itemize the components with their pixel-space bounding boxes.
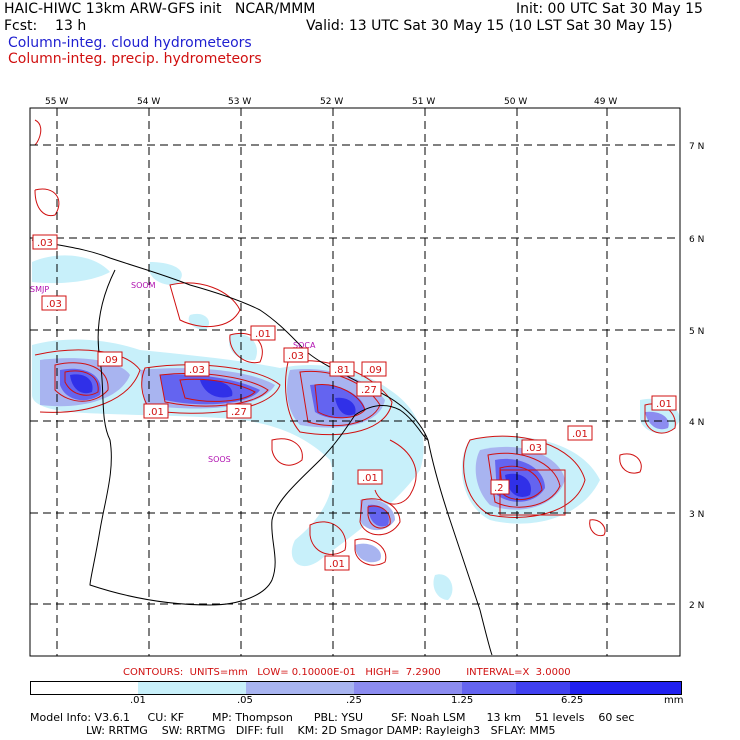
colorbar-tick: .01 <box>130 695 146 706</box>
lat-label: 6 N <box>689 235 704 245</box>
contour-label: .01 <box>572 429 588 440</box>
colorbar-segment <box>516 682 570 694</box>
contour-label: .27 <box>231 407 247 418</box>
lat-label: 5 N <box>689 327 704 337</box>
contour-label: .01 <box>656 399 672 410</box>
lon-label: 49 W <box>594 97 617 107</box>
station-label: SOOM <box>131 281 156 290</box>
contour-label: .03 <box>37 238 53 249</box>
contour-label: .27 <box>361 385 377 396</box>
colorbar-segment <box>246 682 354 694</box>
lon-label: 53 W <box>228 97 251 107</box>
field-cloud-label: Column-integ. cloud hydrometeors <box>8 35 252 51</box>
lat-label: 2 N <box>689 601 704 611</box>
contour-label: .09 <box>102 355 118 366</box>
contour-label: .09 <box>366 365 382 376</box>
lat-label: 4 N <box>689 418 704 428</box>
station-label: SOOS <box>208 455 231 464</box>
lat-label: 7 N <box>689 142 704 152</box>
lon-label: 52 W <box>320 97 343 107</box>
contour-label: .03 <box>46 299 62 310</box>
contours-info: CONTOURS: UNITS=mm LOW= 0.10000E-01 HIGH… <box>123 667 571 678</box>
colorbar-tick: 1.25 <box>451 695 474 706</box>
colorbar-segment <box>570 682 681 694</box>
colorbar-segment <box>31 682 138 694</box>
contour-label: .03 <box>526 443 542 454</box>
lat-label: 3 N <box>689 510 704 520</box>
colorbar-tick: .25 <box>346 695 362 706</box>
lon-labels: 55 W 54 W 53 W 52 W 51 W 50 W 49 W <box>45 97 617 107</box>
contour-label: .2 <box>494 483 504 494</box>
forecast-hour: Fcst: 13 h <box>4 18 87 34</box>
colorbar-tick: 6.25 <box>561 695 584 706</box>
contour-label: .81 <box>334 365 350 376</box>
title-line: HAIC-HIWC 13km ARW-GFS init NCAR/MMM <box>4 1 316 17</box>
contour-label: .03 <box>288 351 304 362</box>
contour-label: .01 <box>255 329 271 340</box>
field-precip-label: Column-integ. precip. hydrometeors <box>8 51 262 67</box>
colorbar-segment <box>354 682 462 694</box>
colorbar-tick: .05 <box>237 695 253 706</box>
station-label: SOCA <box>293 341 316 350</box>
station-labels: SMJP SOOM SOCA SOOS <box>30 281 316 464</box>
lon-label: 50 W <box>504 97 527 107</box>
lon-label: 55 W <box>45 97 68 107</box>
contour-label: .01 <box>148 407 164 418</box>
station-label: SMJP <box>30 285 49 294</box>
colorbar <box>30 681 682 695</box>
contour-label: .01 <box>329 559 345 570</box>
lat-labels: 7 N 6 N 5 N 4 N 3 N 2 N <box>689 142 704 611</box>
lon-label: 51 W <box>412 97 435 107</box>
colorbar-unit: mm <box>664 695 684 706</box>
plot-frame <box>29 107 681 657</box>
model-info-line1: Model Info: V3.6.1 CU: KF MP: Thompson P… <box>30 711 635 724</box>
lon-label: 54 W <box>137 97 160 107</box>
contour-value-labels: .03 .03 .09 .03 .01 .27 .01 .03 .81 .09 … <box>32 234 677 571</box>
contour-label: .03 <box>189 365 205 376</box>
colorbar-segment <box>138 682 246 694</box>
init-time: Init: 00 UTC Sat 30 May 15 <box>516 1 703 17</box>
model-info-line2: LW: RRTMG SW: RRTMG DIFF: full KM: 2D Sm… <box>30 724 556 737</box>
contour-label: .01 <box>362 473 378 484</box>
valid-time: Valid: 13 UTC Sat 30 May 15 (10 LST Sat … <box>306 18 673 34</box>
colorbar-segment <box>462 682 516 694</box>
